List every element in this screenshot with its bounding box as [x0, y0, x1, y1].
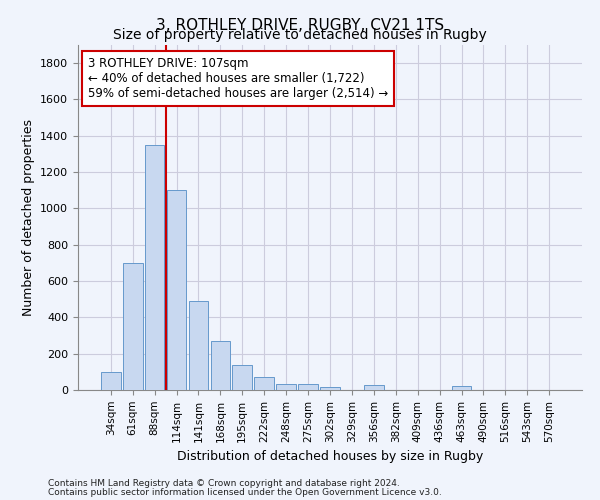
Text: Contains public sector information licensed under the Open Government Licence v3: Contains public sector information licen… — [48, 488, 442, 497]
Y-axis label: Number of detached properties: Number of detached properties — [22, 119, 35, 316]
Text: Size of property relative to detached houses in Rugby: Size of property relative to detached ho… — [113, 28, 487, 42]
Text: Contains HM Land Registry data © Crown copyright and database right 2024.: Contains HM Land Registry data © Crown c… — [48, 479, 400, 488]
Bar — [320, 388, 340, 390]
Bar — [254, 378, 274, 390]
Bar — [101, 372, 121, 390]
Bar — [211, 341, 230, 390]
Bar — [123, 263, 143, 390]
Text: 3 ROTHLEY DRIVE: 107sqm
← 40% of detached houses are smaller (1,722)
59% of semi: 3 ROTHLEY DRIVE: 107sqm ← 40% of detache… — [88, 57, 388, 100]
Bar — [232, 364, 252, 390]
Bar — [145, 145, 164, 390]
Bar — [364, 384, 384, 390]
Bar — [276, 384, 296, 390]
Bar — [188, 301, 208, 390]
X-axis label: Distribution of detached houses by size in Rugby: Distribution of detached houses by size … — [177, 450, 483, 463]
Bar — [452, 386, 472, 390]
Text: 3, ROTHLEY DRIVE, RUGBY, CV21 1TS: 3, ROTHLEY DRIVE, RUGBY, CV21 1TS — [156, 18, 444, 32]
Bar — [298, 384, 318, 390]
Bar — [167, 190, 187, 390]
